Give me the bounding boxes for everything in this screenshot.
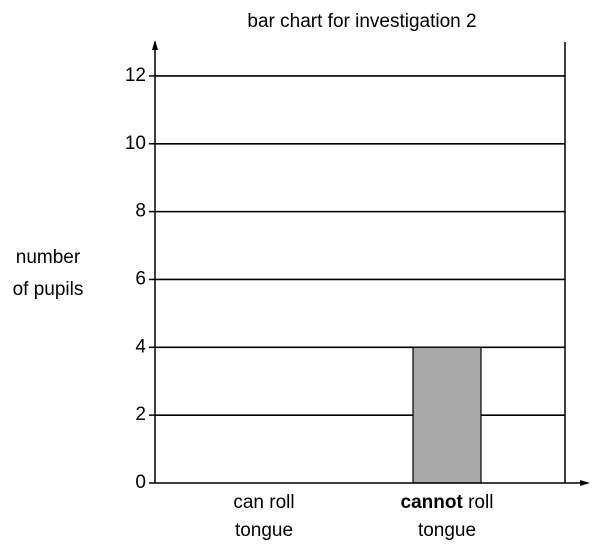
y-tick-label: 12: [125, 65, 146, 86]
y-tick-label: 6: [135, 268, 146, 289]
y-tick-label: 10: [125, 133, 146, 154]
x-axis-arrow: [580, 480, 590, 486]
y-tick-label: 8: [135, 201, 146, 222]
y-tick-label: 0: [135, 472, 146, 493]
bar: [412, 346, 482, 484]
y-axis-arrow: [152, 40, 158, 50]
y-tick-label: 2: [135, 404, 146, 425]
chart-title: bar chart for investigation 2: [247, 11, 476, 32]
x-tick-label: can roll tongue: [233, 492, 294, 541]
y-tick-label: 4: [135, 336, 146, 357]
x-tick-label: cannot roll tongue: [401, 492, 494, 541]
y-axis-label: number of pupils: [13, 247, 84, 300]
